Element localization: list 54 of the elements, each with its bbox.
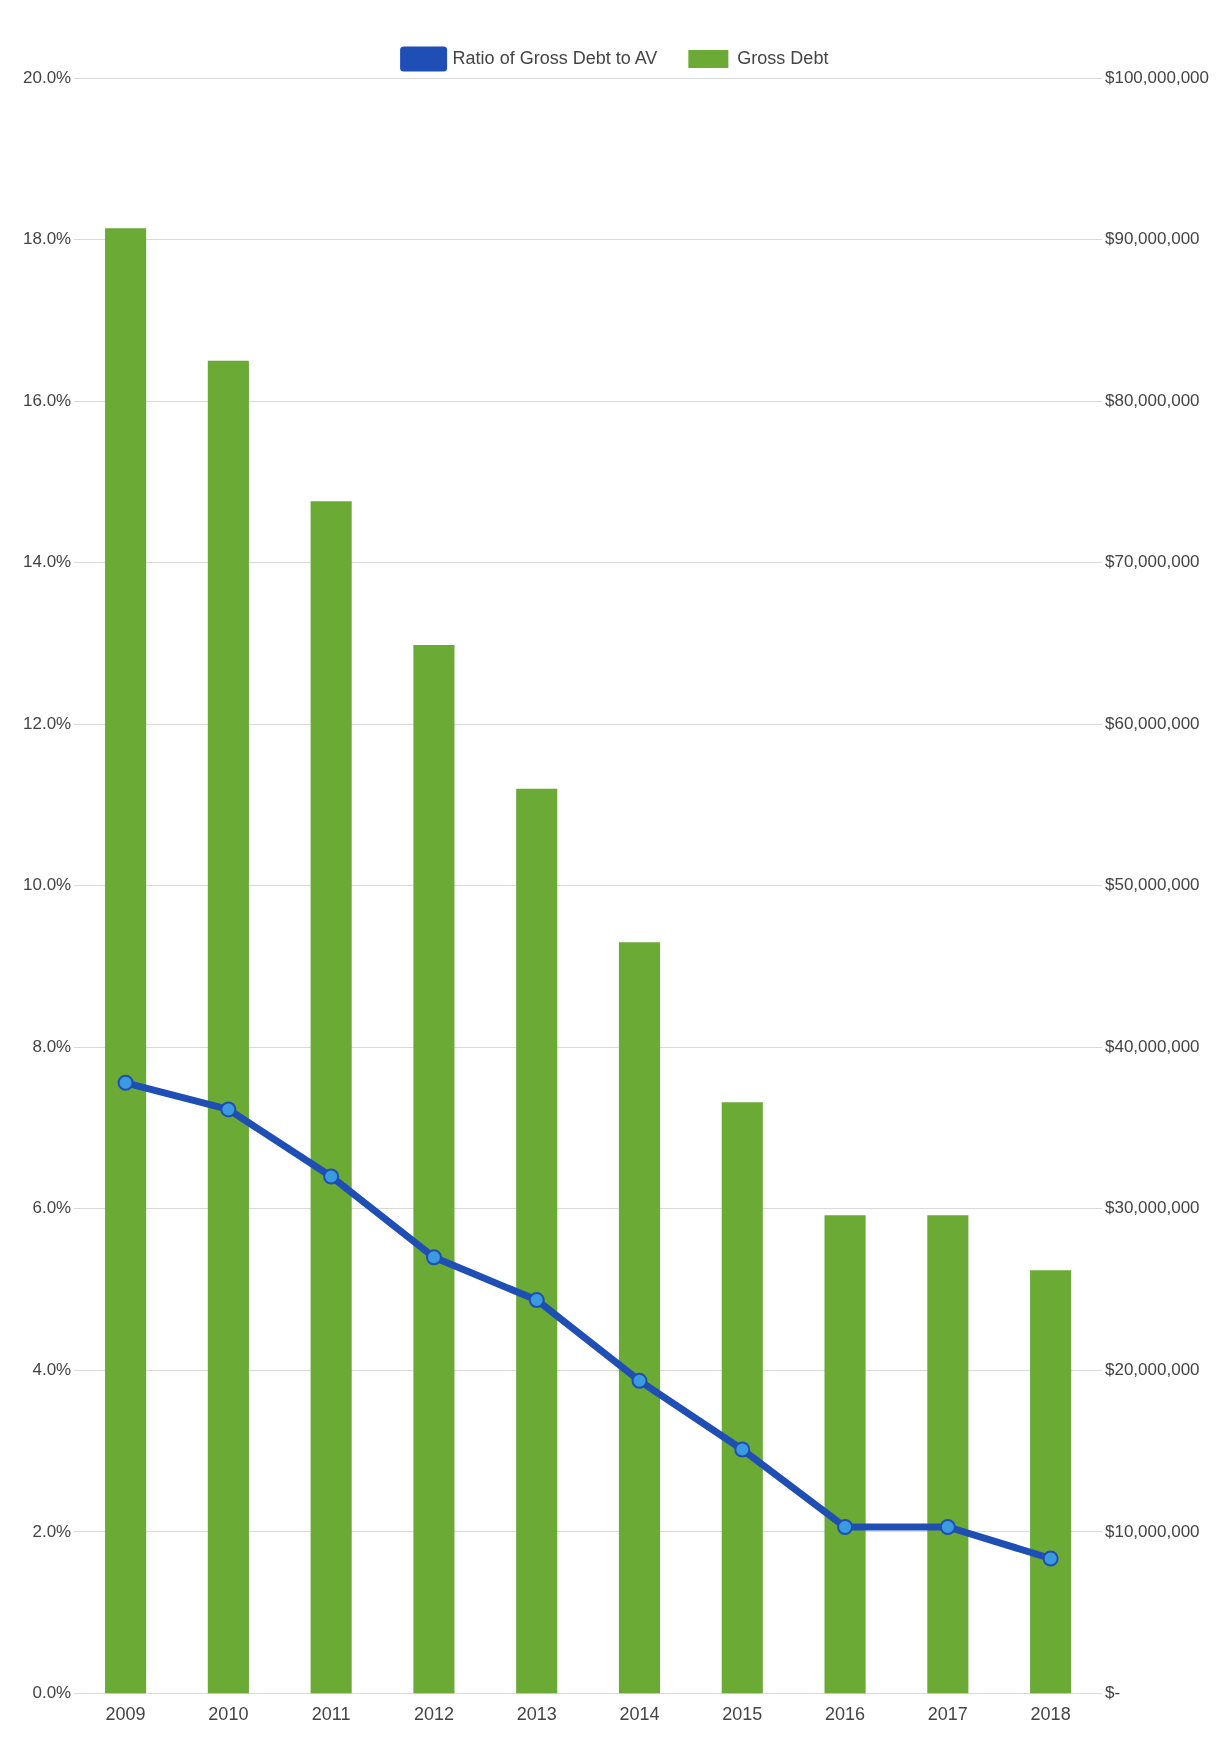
point [1042,1550,1059,1567]
bar [105,228,147,1694]
bar [413,645,455,1694]
bar [824,1215,866,1694]
x-tick-label: 2012 [413,1704,454,1725]
x-tick-label: 2009 [105,1704,146,1725]
x-tick-label: 2014 [619,1704,660,1725]
x-tick-label: 2011 [311,1704,351,1725]
bar [1030,1270,1072,1694]
y2-tick-label: $10,000,000 [1105,1521,1200,1541]
y2-tick-label: $80,000,000 [1105,390,1200,410]
x-tick-label: 2013 [516,1704,557,1725]
x-tick-label: 2018 [1030,1704,1071,1725]
y-tick-label: 14.0% [23,552,72,572]
y-tick-label: 2.0% [32,1521,72,1541]
y2-tick-label: $20,000,000 [1105,1360,1200,1380]
x-tick-label: 2010 [208,1704,249,1725]
point [528,1292,545,1309]
y2-tick-label: $50,000,000 [1105,875,1200,895]
y-tick-label: 18.0% [23,229,72,249]
point [323,1168,340,1185]
y-tick-label: 12.0% [23,713,72,733]
point [734,1441,751,1458]
bar [207,360,249,1694]
y-tick-label: 16.0% [23,390,72,410]
bar [310,501,352,1694]
x-tick-label: 2015 [722,1704,763,1725]
y-tick-label: 8.0% [32,1036,72,1056]
x-tick-label: 2017 [927,1704,968,1725]
bar [618,942,661,1694]
y2-tick-label: $40,000,000 [1105,1036,1200,1056]
y2-tick-label: $90,000,000 [1105,229,1200,249]
point [220,1101,237,1118]
bar [927,1215,969,1694]
bar [721,1102,763,1694]
point [425,1249,442,1266]
point [117,1074,134,1091]
legend-label: Gross Debt [737,47,829,68]
point [631,1372,648,1389]
y2-tick-label: $70,000,000 [1105,552,1200,572]
y-tick-label: 6.0% [32,1198,72,1218]
point [837,1519,854,1536]
y-tick-label: 0.0% [32,1683,72,1703]
point [939,1519,956,1536]
y2-tick-label: $30,000,000 [1105,1198,1200,1218]
legend-label: Ratio of Gross Debt to AV [452,47,658,68]
y-tick-label: 4.0% [32,1360,72,1380]
x-tick-label: 2016 [825,1704,866,1725]
y2-tick-label: $- [1105,1683,1121,1703]
y-tick-label: 10.0% [23,875,72,895]
y-tick-label: 20.0% [23,67,72,87]
y2-tick-label: $100,000,000 [1105,67,1210,87]
bar [516,788,558,1694]
y2-tick-label: $60,000,000 [1105,713,1200,733]
